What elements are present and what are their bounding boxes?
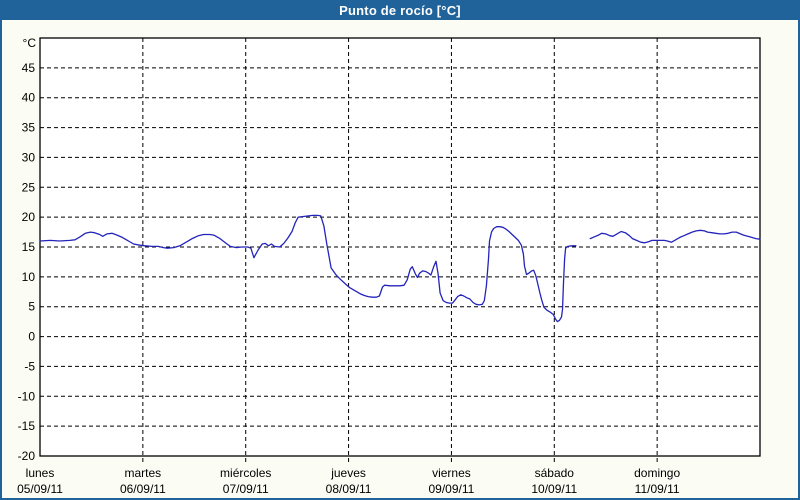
y-tick-label: 20 [22, 210, 36, 224]
y-axis-unit-label: °C [23, 36, 37, 50]
x-day-name-label: martes [125, 466, 162, 480]
y-tick-label: 25 [22, 180, 36, 194]
chart-title: Punto de rocío [°C] [2, 2, 798, 20]
y-tick-label: 15 [22, 240, 36, 254]
y-tick-label: -5 [24, 359, 35, 373]
dewpoint-chart-canvas: °C 45 40 35 30 25 20 15 10 5 0 -5 -10 -15 -20 lunes 05/0… [17, 36, 761, 496]
y-tick-label: 40 [22, 91, 36, 105]
x-day-name-label: lunes [26, 466, 55, 480]
x-day-name-label: domingo [634, 466, 680, 480]
dewpoint-series-line [39, 214, 577, 323]
x-day-date-label: 07/09/11 [223, 482, 269, 496]
y-tick-label: 10 [22, 270, 36, 284]
y-tick-label: 5 [28, 300, 35, 314]
y-tick-label: -10 [18, 389, 36, 403]
x-day-name-label: sábado [535, 466, 575, 480]
y-tick-label: 35 [22, 121, 36, 135]
dewpoint-chart: °C 45 40 35 30 25 20 15 10 5 0 -5 -10 -15 -20 lunes 05/0… [2, 20, 798, 498]
y-tick-label: 30 [22, 150, 36, 164]
y-tick-label: -15 [18, 419, 36, 433]
x-day-name-label: miércoles [220, 466, 271, 480]
x-day-date-label: 11/09/11 [635, 482, 680, 496]
x-day-date-label: 08/09/11 [326, 482, 372, 496]
y-tick-label: 45 [22, 61, 36, 75]
x-day-date-label: 09/09/11 [429, 482, 475, 496]
x-day-date-label: 10/09/11 [531, 482, 577, 496]
plot-border [39, 37, 761, 457]
y-tick-label: 0 [28, 330, 35, 344]
y-tick-label: -20 [18, 449, 36, 463]
dewpoint-series-line [589, 229, 761, 244]
x-day-name-label: viernes [432, 466, 471, 480]
x-day-name-label: jueves [330, 466, 366, 480]
x-day-date-label: 06/09/11 [120, 482, 166, 496]
x-day-date-label: 05/09/11 [17, 482, 63, 496]
